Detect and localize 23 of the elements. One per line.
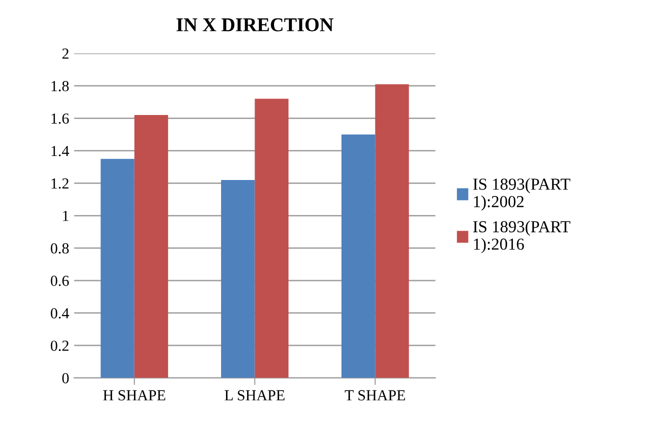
y-tick-label: 0.6 <box>50 276 69 286</box>
chart-title: IN X DIRECTION <box>176 18 334 32</box>
bar <box>134 115 168 378</box>
y-tick-label: 0.4 <box>50 308 70 319</box>
y-tick-label: 1.8 <box>52 80 69 92</box>
y-tick-label: 0.8 <box>50 243 69 254</box>
bar <box>375 84 409 378</box>
legend-label: IS 1893(PART 1):2002 <box>473 178 570 211</box>
x-tick-label: H SHAPE <box>103 390 166 400</box>
y-tick-label: 0.2 <box>50 340 68 351</box>
y-tick-label: 2 <box>62 48 68 59</box>
y-tick-label: 1 <box>63 210 68 221</box>
bar <box>221 180 255 378</box>
bar <box>341 134 376 378</box>
legend-label: IS 1893(PART 1):2016 <box>473 220 570 254</box>
y-tick-label: 0 <box>62 373 69 384</box>
x-tick-label: L SHAPE <box>224 390 284 400</box>
y-tick-label: 1.2 <box>52 178 68 189</box>
y-tick-label: 1.4 <box>52 146 70 156</box>
bar <box>254 98 288 378</box>
x-tick-label: T SHAPE <box>344 390 406 400</box>
bar <box>100 158 134 378</box>
y-tick-label: 1.6 <box>52 113 69 124</box>
